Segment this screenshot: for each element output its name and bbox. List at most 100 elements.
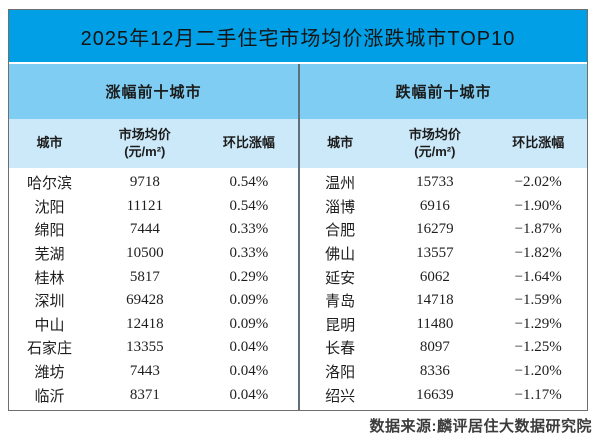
- cell-price: 8336: [419, 363, 450, 380]
- cell-city: 延安: [325, 270, 356, 287]
- table-row: 中山 12418 0.09%: [9, 313, 298, 337]
- cell-change: 0.09%: [229, 315, 269, 332]
- tables-container: 涨幅前十城市 城市 市场均价 (元/m²) 环比涨幅 哈尔滨 9718 0.54% 沈…: [9, 64, 587, 410]
- cell-price: 16279: [416, 221, 454, 238]
- cell-price: 13557: [416, 245, 454, 262]
- cell-change: 0.33%: [229, 221, 269, 238]
- table-row: 延安 6062 −1.64%: [300, 265, 587, 289]
- decliners-subtitle: 跌幅前十城市: [300, 64, 587, 119]
- cell-city: 温州: [325, 176, 356, 193]
- cell-change: −1.64%: [514, 268, 562, 285]
- cell-city: 哈尔滨: [26, 176, 72, 193]
- table-row: 佛山 13557 −1.82%: [300, 242, 587, 266]
- cell-change: −1.25%: [514, 339, 562, 356]
- cell-city: 绍兴: [325, 388, 356, 405]
- cell-price: 8371: [129, 386, 160, 403]
- cell-city: 洛阳: [325, 365, 356, 382]
- cell-price: 69428: [126, 292, 164, 309]
- cell-city: 石家庄: [26, 341, 72, 358]
- table-row: 哈尔滨 9718 0.54%: [9, 171, 298, 195]
- cell-price: 11121: [126, 197, 163, 214]
- cell-city: 长春: [325, 341, 356, 358]
- cell-change: −1.20%: [514, 363, 562, 380]
- cell-change: −1.82%: [514, 245, 562, 262]
- cell-change: −1.87%: [514, 221, 562, 238]
- cell-change: 0.09%: [229, 292, 269, 309]
- column-header-city: 城市: [327, 135, 354, 151]
- column-header-price-line2: (元/m²): [124, 143, 166, 159]
- cell-change: 0.04%: [229, 363, 269, 380]
- column-header-price-line1: 市场均价: [408, 127, 461, 143]
- table-row: 温州 15733 −2.02%: [300, 171, 587, 195]
- cell-city: 昆明: [325, 317, 356, 334]
- cell-city: 佛山: [325, 247, 356, 264]
- cell-price: 6062: [419, 268, 450, 285]
- cell-price: 11480: [416, 315, 454, 332]
- cell-change: 0.54%: [229, 197, 269, 214]
- cell-change: 0.29%: [229, 268, 269, 285]
- data-source-note: 数据来源:麟评居住大数据研究院: [369, 418, 592, 435]
- cell-city: 芜湖: [34, 247, 65, 264]
- cell-price: 7443: [129, 363, 160, 380]
- cell-city: 深圳: [34, 294, 65, 311]
- column-header-price: 市场均价 (元/m²): [380, 127, 489, 160]
- cell-price: 5817: [129, 268, 160, 285]
- table-row: 临沂 8371 0.04%: [9, 383, 298, 407]
- cell-change: −1.29%: [514, 315, 562, 332]
- table-row: 绵阳 7444 0.33%: [9, 218, 298, 242]
- cell-price: 13355: [126, 339, 164, 356]
- cell-price: 10500: [126, 245, 164, 262]
- page-title-text: 2025年12月二手住宅市场均价涨跌城市TOP10: [80, 27, 516, 50]
- cell-price: 16639: [416, 386, 454, 403]
- table-row: 绍兴 16639 −1.17%: [300, 383, 587, 407]
- cell-city: 桂林: [34, 270, 65, 287]
- cell-city: 绵阳: [34, 223, 65, 240]
- table-row: 石家庄 13355 0.04%: [9, 336, 298, 360]
- gainers-column-headers: 城市 市场均价 (元/m²) 环比涨幅: [9, 119, 298, 168]
- cell-price: 14718: [416, 292, 454, 309]
- cell-change: −1.17%: [514, 386, 562, 403]
- table-row: 长春 8097 −1.25%: [300, 336, 587, 360]
- table-row: 青岛 14718 −1.59%: [300, 289, 587, 313]
- table-row: 昆明 11480 −1.29%: [300, 313, 587, 337]
- table-row: 潍坊 7443 0.04%: [9, 360, 298, 384]
- column-header-city: 城市: [36, 135, 63, 151]
- cell-change: 0.54%: [229, 174, 269, 191]
- decliners-rows: 温州 15733 −2.02% 淄博 6916 −1.90% 合肥 16279 −1.87% 佛山…: [300, 168, 587, 410]
- table-row: 芜湖 10500 0.33%: [9, 242, 298, 266]
- table-row: 洛阳 8336 −1.20%: [300, 360, 587, 384]
- cell-price: 8097: [419, 339, 450, 356]
- column-header-change: 环比涨幅: [512, 135, 565, 151]
- column-header-price-line1: 市场均价: [118, 127, 171, 143]
- table-row: 深圳 69428 0.09%: [9, 289, 298, 313]
- column-header-price: 市场均价 (元/m²): [90, 127, 200, 160]
- column-header-change: 环比涨幅: [222, 135, 275, 151]
- cell-price: 12418: [126, 315, 164, 332]
- cell-price: 7444: [129, 221, 160, 238]
- cell-city: 合肥: [325, 223, 356, 240]
- cell-change: 0.04%: [229, 339, 269, 356]
- cell-city: 潍坊: [34, 365, 65, 382]
- column-header-price-line2: (元/m²): [414, 143, 456, 159]
- cell-change: 0.33%: [229, 245, 269, 262]
- cell-city: 临沂: [34, 388, 65, 405]
- cell-city: 淄博: [325, 199, 356, 216]
- cell-change: 0.04%: [229, 386, 269, 403]
- gainers-subtitle: 涨幅前十城市: [9, 64, 298, 119]
- table-panel: 2025年12月二手住宅市场均价涨跌城市TOP10 涨幅前十城市 城市 市场均价…: [8, 9, 588, 411]
- cell-price: 6916: [419, 197, 450, 214]
- table-row: 桂林 5817 0.29%: [9, 265, 298, 289]
- cell-change: −2.02%: [514, 174, 562, 191]
- cell-city: 中山: [34, 317, 65, 334]
- cell-city: 青岛: [325, 294, 356, 311]
- table-row: 淄博 6916 −1.90%: [300, 195, 587, 219]
- cell-price: 15733: [416, 174, 454, 191]
- cell-change: −1.90%: [514, 197, 562, 214]
- decliners-column-headers: 城市 市场均价 (元/m²) 环比涨幅: [300, 119, 587, 168]
- table-row: 沈阳 11121 0.54%: [9, 195, 298, 219]
- gainers-table: 涨幅前十城市 城市 市场均价 (元/m²) 环比涨幅 哈尔滨 9718 0.54% 沈…: [9, 64, 298, 410]
- cell-change: −1.59%: [514, 292, 562, 309]
- page-title: 2025年12月二手住宅市场均价涨跌城市TOP10: [9, 10, 587, 64]
- cell-city: 沈阳: [34, 199, 65, 216]
